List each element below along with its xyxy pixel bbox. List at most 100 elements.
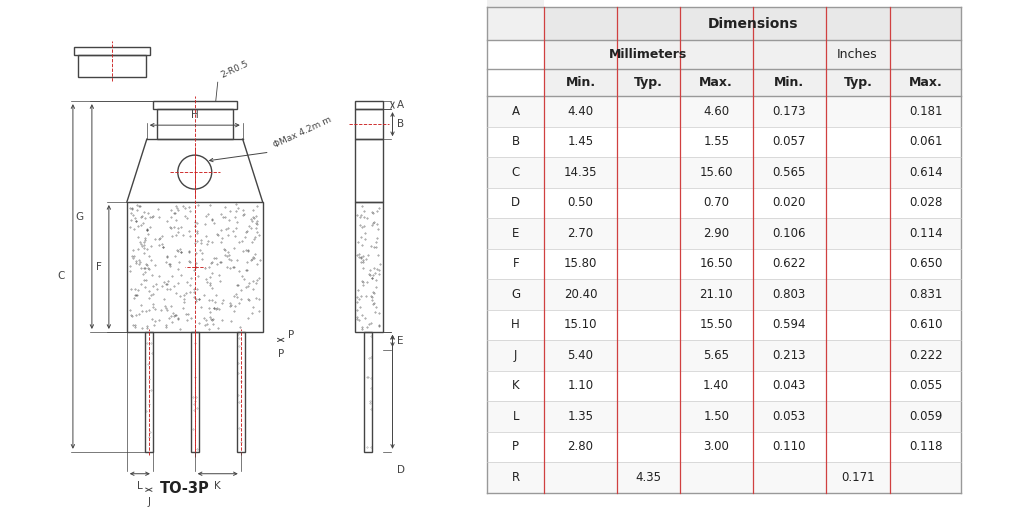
Text: 2-R0.5: 2-R0.5 [220, 60, 250, 80]
Bar [544, 7, 962, 40]
Text: 1.35: 1.35 [567, 410, 594, 423]
Bar [237, 332, 245, 452]
Text: B: B [512, 135, 520, 148]
Bar [487, 371, 962, 401]
Text: L: L [512, 410, 519, 423]
Bar [487, 0, 544, 40]
Text: Ref.: Ref. [502, 0, 529, 2]
Text: 3.00: 3.00 [703, 440, 729, 453]
Text: 0.110: 0.110 [772, 440, 806, 453]
Bar [78, 55, 145, 77]
Text: Inches: Inches [837, 48, 878, 61]
Bar [153, 101, 237, 109]
Text: 20.40: 20.40 [564, 288, 597, 301]
Text: C: C [512, 166, 520, 179]
Text: E: E [396, 336, 403, 346]
Text: 0.594: 0.594 [772, 318, 806, 331]
Text: 0.055: 0.055 [909, 379, 942, 392]
Text: 0.118: 0.118 [909, 440, 942, 453]
Text: 0.610: 0.610 [909, 318, 942, 331]
Text: Dimensions: Dimensions [708, 17, 798, 30]
Text: 2.90: 2.90 [703, 227, 729, 240]
Text: Max.: Max. [909, 76, 943, 89]
Text: 4.35: 4.35 [635, 471, 662, 484]
Text: 0.106: 0.106 [772, 227, 806, 240]
Text: Max.: Max. [699, 76, 733, 89]
Text: ΦMax 4.2m m: ΦMax 4.2m m [271, 116, 333, 150]
Text: 1.55: 1.55 [703, 135, 729, 148]
Bar [487, 127, 962, 157]
Text: H: H [511, 318, 520, 331]
Text: P: P [512, 440, 519, 453]
Text: 21.10: 21.10 [699, 288, 733, 301]
Text: 0.222: 0.222 [909, 349, 943, 362]
Text: 0.614: 0.614 [909, 166, 943, 179]
Text: R: R [512, 471, 520, 484]
Text: 0.803: 0.803 [772, 288, 806, 301]
Text: 0.028: 0.028 [909, 196, 942, 209]
Text: P: P [278, 349, 284, 359]
Text: J: J [147, 497, 151, 506]
Bar [487, 340, 962, 371]
Text: 1.10: 1.10 [567, 379, 594, 392]
Text: Min.: Min. [774, 76, 804, 89]
Text: G: G [76, 211, 84, 222]
Text: 0.831: 0.831 [909, 288, 942, 301]
Text: 15.60: 15.60 [699, 166, 733, 179]
Text: 0.053: 0.053 [772, 410, 806, 423]
Bar [487, 96, 962, 127]
Text: K: K [512, 379, 519, 392]
Text: A: A [396, 100, 403, 110]
Text: Min.: Min. [565, 76, 596, 89]
Text: 0.50: 0.50 [567, 196, 594, 209]
Text: 0.057: 0.057 [772, 135, 806, 148]
Text: D: D [511, 196, 520, 209]
Bar [365, 332, 373, 452]
Text: A: A [512, 105, 520, 118]
Text: 14.35: 14.35 [564, 166, 597, 179]
Text: 0.650: 0.650 [909, 257, 942, 270]
Bar [487, 248, 962, 279]
Bar [354, 101, 383, 109]
Text: 4.40: 4.40 [567, 105, 594, 118]
Text: 16.50: 16.50 [699, 257, 733, 270]
Bar [544, 69, 962, 96]
Text: H: H [190, 110, 199, 120]
Text: L: L [137, 481, 142, 491]
Text: 0.061: 0.061 [909, 135, 942, 148]
Text: 15.80: 15.80 [564, 257, 597, 270]
Text: 1.50: 1.50 [703, 410, 729, 423]
Text: D: D [396, 465, 404, 475]
Bar [354, 109, 383, 139]
Text: 0.181: 0.181 [909, 105, 942, 118]
Bar [157, 109, 232, 139]
Bar [127, 202, 263, 332]
Text: F: F [96, 262, 101, 272]
Text: TO-3P: TO-3P [160, 481, 210, 496]
Text: 5.65: 5.65 [703, 349, 729, 362]
Bar [354, 139, 383, 202]
Bar [487, 431, 962, 462]
Text: G: G [511, 288, 520, 301]
Bar [487, 462, 962, 492]
Bar [487, 157, 962, 188]
Text: K: K [214, 481, 221, 491]
Text: 4.60: 4.60 [703, 105, 729, 118]
Text: 5.40: 5.40 [567, 349, 594, 362]
Text: C: C [57, 271, 65, 281]
Text: 1.45: 1.45 [567, 135, 594, 148]
Bar [74, 47, 150, 55]
Text: 0.114: 0.114 [909, 227, 943, 240]
Text: E: E [512, 227, 519, 240]
Text: F: F [512, 257, 519, 270]
Text: 0.213: 0.213 [772, 349, 806, 362]
Bar [487, 279, 962, 309]
Text: 0.565: 0.565 [772, 166, 806, 179]
Text: 2.70: 2.70 [567, 227, 594, 240]
Text: Millimeters: Millimeters [609, 48, 687, 61]
Bar [190, 332, 199, 452]
Text: 2.80: 2.80 [567, 440, 594, 453]
Bar [487, 309, 962, 340]
Bar [144, 332, 153, 452]
Text: 0.70: 0.70 [703, 196, 729, 209]
